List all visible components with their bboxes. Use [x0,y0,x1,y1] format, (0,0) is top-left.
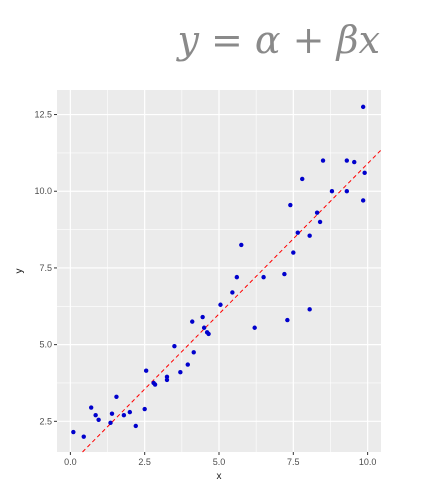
regression-line [82,149,382,453]
data-point [127,409,133,415]
x-tick-label: 2.5 [138,457,151,467]
data-point [109,411,115,416]
data-point [93,412,98,418]
data-point [142,406,147,412]
data-point [191,350,196,355]
x-tick-label: 10.0 [359,457,377,467]
x-tick-label: 5.0 [213,457,226,467]
data-point [307,233,312,238]
data-point [200,314,205,320]
y-tick-label: 5.0 [39,340,52,350]
data-point [164,374,170,380]
data-point [314,210,320,215]
y-axis-ticks: 2.5 5.0 7.5 10.0 12.5 [34,110,57,426]
data-point [360,104,366,110]
y-tick-label: 10.0 [34,186,52,196]
data-point [307,307,312,312]
data-point [172,343,177,349]
data-point [201,325,207,330]
data-points [71,104,367,439]
data-point [329,189,335,194]
data-point [344,189,350,194]
x-tick-label: 7.5 [287,457,300,467]
data-point [317,219,323,225]
data-point [121,412,127,418]
data-point [261,274,266,280]
data-point [300,176,305,182]
data-point [218,302,223,307]
grid-lines [57,90,381,452]
data-point [81,434,86,439]
equation-title: y = α + βx [177,18,380,62]
x-axis-ticks: 0.0 2.5 5.0 7.5 10.0 [64,452,376,467]
data-point [362,170,367,176]
data-point [143,368,149,373]
data-point [88,405,94,410]
data-point [234,274,240,280]
data-point [114,394,119,399]
data-point [295,230,300,235]
data-point [352,159,357,165]
data-point [108,420,113,426]
data-point [152,382,158,387]
y-axis-label: y [14,269,25,274]
data-point [96,417,101,422]
data-point [285,317,290,323]
data-point [206,331,211,337]
data-point [291,250,296,255]
data-point [133,423,138,429]
y-tick-label: 7.5 [39,263,52,273]
y-tick-label: 12.5 [34,110,52,120]
data-point [344,158,350,163]
data-point [282,271,287,277]
data-point [190,319,195,324]
x-tick-label: 0.0 [64,457,77,467]
x-axis-label: x [217,471,222,482]
data-point [288,202,293,208]
data-point [71,429,76,435]
data-point [164,377,170,383]
data-point [239,242,244,248]
y-tick-label: 2.5 [39,416,52,426]
data-point [320,158,326,163]
data-point [360,198,366,203]
data-point [178,370,183,375]
data-point [185,362,190,367]
data-point [230,290,235,295]
data-point [252,325,257,330]
